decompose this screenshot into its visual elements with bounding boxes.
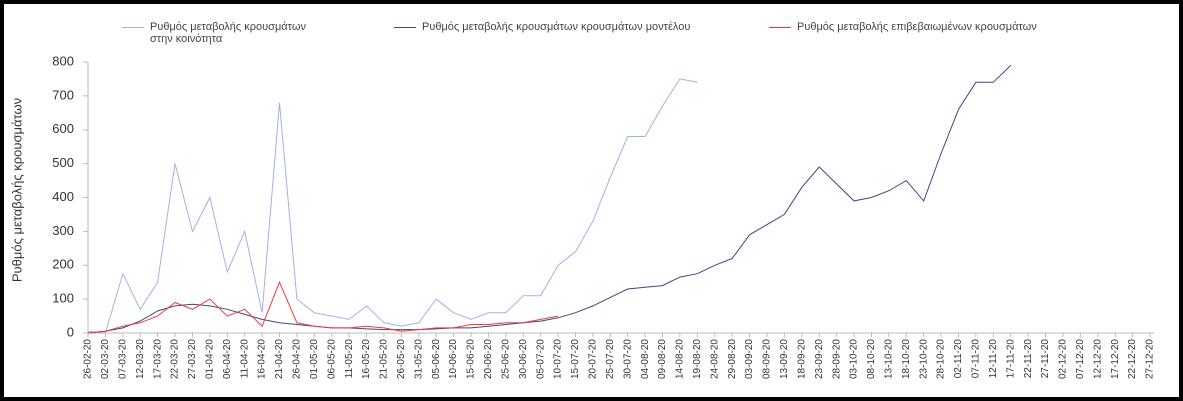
x-tick-label: 13-09-20 <box>779 339 790 379</box>
x-tick-label: 10-06-20 <box>448 339 459 379</box>
legend-label: Ρυθμός μεταβολής κρουσμάτων στην κοινότη… <box>150 21 306 45</box>
y-tick-label: 0 <box>67 324 74 339</box>
x-tick-label: 16-04-20 <box>257 339 268 379</box>
x-tick-label: 30-07-20 <box>622 339 633 379</box>
chart: Ρυθμός μεταβολής κρουσμάτων 0 100 200 300 40… <box>9 53 1156 379</box>
x-tick-label: 09-08-20 <box>657 339 668 379</box>
x-tick-label: 03-10-20 <box>849 339 860 379</box>
legend-item[interactable]: Ρυθμός μεταβολής επιβεβαιωμένων κρουσμάτ… <box>769 21 1037 33</box>
x-tick-label: 30-06-20 <box>518 339 529 379</box>
x-tick-label: 18-10-20 <box>901 339 912 379</box>
x-tick-label: 17-03-20 <box>152 339 163 379</box>
x-tick-label: 12-03-20 <box>135 339 146 379</box>
y-tick-label: 700 <box>52 87 74 102</box>
x-tick-label: 06-04-20 <box>222 339 233 379</box>
legend-swatch <box>394 27 416 28</box>
x-tick-label: 27-11-20 <box>1040 339 1051 379</box>
x-tick-label: 07-11-20 <box>971 339 982 379</box>
y-tick-label: 300 <box>52 223 74 238</box>
x-tick-label: 22-11-20 <box>1023 339 1034 379</box>
x-tick-label: 02-03-20 <box>100 339 111 379</box>
x-tick-label: 21-05-20 <box>379 339 390 379</box>
x-tick-label: 22-03-20 <box>170 339 181 379</box>
x-tick-label: 27-03-20 <box>187 339 198 379</box>
x-tick-label: 21-04-20 <box>274 339 285 379</box>
x-tick-label: 23-10-20 <box>918 339 929 379</box>
x-tick-label: 05-07-20 <box>535 339 546 379</box>
x-tick-label: 10-07-20 <box>553 339 564 379</box>
x-tick-label: 26-05-20 <box>396 339 407 379</box>
legend-item[interactable]: Ρυθμός μεταβολής κρουσμάτων στην κοινότη… <box>122 21 325 45</box>
x-tick-label: 16-05-20 <box>361 339 372 379</box>
x-tick-label: 19-08-20 <box>692 339 703 379</box>
x-tick-label: 24-08-20 <box>709 339 720 379</box>
x-tick-label: 17-11-20 <box>1005 339 1016 379</box>
x-tick-label: 23-09-20 <box>814 339 825 379</box>
x-tick-label: 20-07-20 <box>588 339 599 379</box>
x-tick-label: 08-10-20 <box>866 339 877 379</box>
chart-container: Ρυθμός μεταβολής κρουσμάτων 0 100 200 300 40… <box>4 4 1179 397</box>
legend-label: Ρυθμός μεταβολής επιβεβαιωμένων κρουσμάτ… <box>797 21 1037 33</box>
x-tick-label: 25-07-20 <box>605 339 616 379</box>
y-tick-label: 600 <box>52 121 74 136</box>
x-tick-label: 13-10-20 <box>883 339 894 379</box>
x-tick-label: 02-12-20 <box>1058 339 1069 379</box>
x-tick-label: 22-12-20 <box>1127 339 1138 379</box>
x-tick-label: 14-08-20 <box>675 339 686 379</box>
x-tick-label: 04-08-20 <box>640 339 651 379</box>
y-tick-label: 100 <box>52 291 74 306</box>
y-tick-label: 400 <box>52 189 74 204</box>
x-tick-label: 02-11-20 <box>953 339 964 379</box>
x-tick-label: 15-06-20 <box>466 339 477 379</box>
series-line <box>88 280 559 334</box>
x-tick-label: 20-06-20 <box>483 339 494 379</box>
y-axis-label: Ρυθμός μεταβολής κρουσμάτων <box>9 98 24 282</box>
x-tick-label: 17-12-20 <box>1110 339 1121 379</box>
x-tick-label: 18-09-20 <box>796 339 807 379</box>
legend-swatch <box>769 27 791 28</box>
series-line <box>88 65 1012 334</box>
x-tick-label: 06-05-20 <box>326 339 337 379</box>
y-tick-label: 800 <box>52 53 74 68</box>
legend-swatch <box>122 27 144 28</box>
x-tick-label: 15-07-20 <box>570 339 581 379</box>
x-tick-label: 07-03-20 <box>117 339 128 379</box>
x-tick-label: 08-09-20 <box>762 339 773 379</box>
x-tick-label: 25-06-20 <box>500 339 511 379</box>
x-tick-label: 27-12-20 <box>1145 339 1156 379</box>
legend-item[interactable]: Ρυθμός μεταβολής κρουσμάτων κρουσμάτων μ… <box>394 21 690 33</box>
x-tick-label: 31-05-20 <box>413 339 424 379</box>
x-tick-label: 28-10-20 <box>936 339 947 379</box>
x-tick-label: 29-08-20 <box>727 339 738 379</box>
legend-label: Ρυθμός μεταβολής κρουσμάτων κρουσμάτων μ… <box>422 21 691 33</box>
y-tick-label: 200 <box>52 257 74 272</box>
x-tick-label: 05-06-20 <box>431 339 442 379</box>
x-tick-label: 26-02-20 <box>83 339 94 379</box>
x-tick-label: 12-11-20 <box>988 339 999 379</box>
x-tick-label: 01-05-20 <box>309 339 320 379</box>
x-tick-label: 03-09-20 <box>744 339 755 379</box>
x-tick-label: 26-04-20 <box>292 339 303 379</box>
x-tick-label: 12-12-20 <box>1092 339 1103 379</box>
y-tick-label: 500 <box>52 155 74 170</box>
x-tick-label: 28-09-20 <box>831 339 842 379</box>
series-line <box>88 78 698 334</box>
x-tick-label: 07-12-20 <box>1075 339 1086 379</box>
x-tick-label: 11-05-20 <box>344 339 355 379</box>
x-tick-label: 11-04-20 <box>239 339 250 379</box>
x-tick-label: 01-04-20 <box>205 339 216 379</box>
